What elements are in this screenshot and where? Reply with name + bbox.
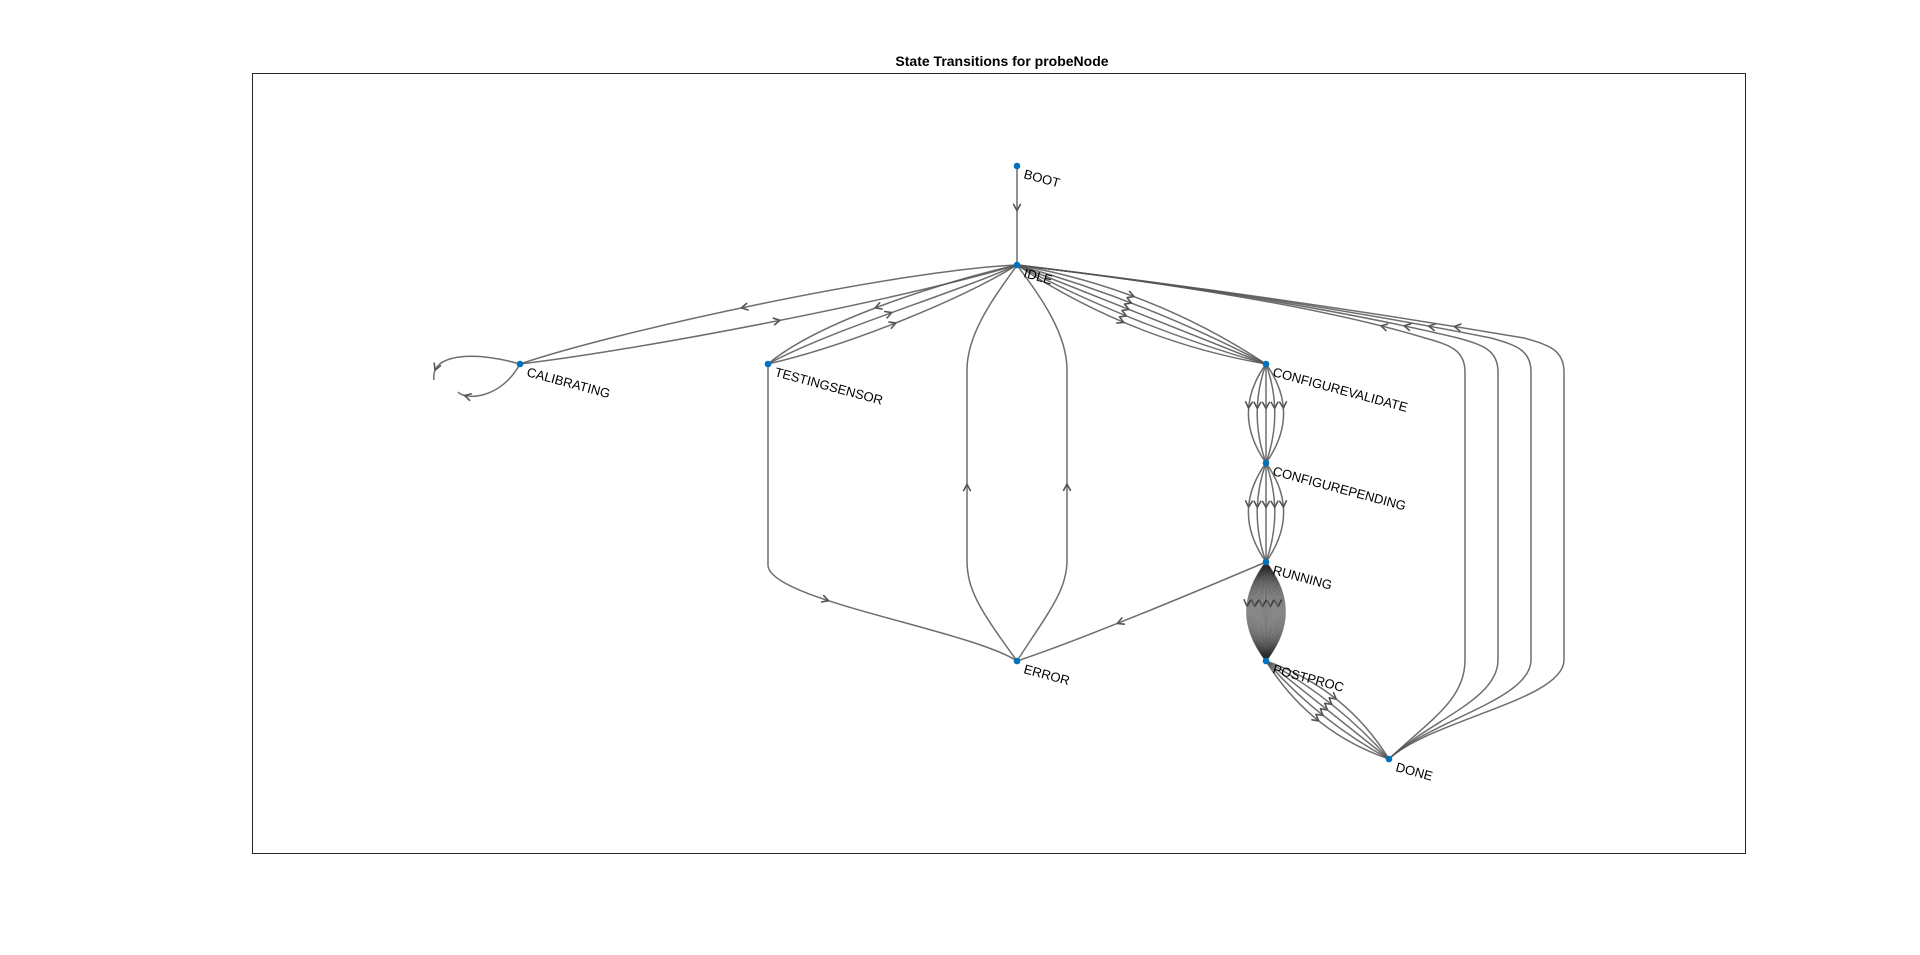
edge-idle-calibrating-arrowhead <box>740 302 749 311</box>
edge-postproc-done-3-arrowhead <box>1319 702 1329 711</box>
edge-configurevalidate-configurepending-5-arrowhead <box>1278 401 1288 409</box>
node-label-boot: BOOT <box>1022 166 1062 190</box>
edge-configurevalidate-configurepending-3-arrowhead <box>1261 401 1271 410</box>
edge-postproc-done-5-arrowhead <box>1311 713 1320 722</box>
edge-idle-configurevalidate-1 <box>1016 264 1267 365</box>
graph-title: State Transitions for probeNode <box>895 53 1108 69</box>
edge-running-postproc-40 <box>1265 561 1286 662</box>
node-postproc <box>1262 657 1270 665</box>
edge-running-error-arrowhead <box>1116 617 1126 625</box>
edge-configurepending-running-5-arrowhead <box>1278 500 1288 508</box>
node-label-postproc: POSTPROC <box>1271 661 1345 694</box>
node-configurepending <box>1262 459 1270 467</box>
edge-configurepending-running-1 <box>1247 462 1267 563</box>
edge-configurevalidate-configurepending-4-arrowhead <box>1270 401 1279 410</box>
edge-testingsensor-idle-1-arrowhead <box>884 310 893 319</box>
edge-calibrating-idle <box>519 264 1018 365</box>
edge-idle-configurevalidate-3 <box>1016 264 1267 365</box>
node-label-configurepending: CONFIGUREPENDING <box>1271 463 1407 513</box>
edge-done-idle-3-arrowhead <box>1428 323 1437 332</box>
edge-configurepending-running-1-arrowhead <box>1244 500 1254 508</box>
node-running <box>1262 558 1270 566</box>
edge-calibrating-self-1 <box>433 355 521 381</box>
node-label-calibrating: CALIBRATING <box>525 364 612 401</box>
node-configurevalidate <box>1262 360 1270 368</box>
edge-configurevalidate-configurepending-1-arrowhead <box>1244 401 1254 409</box>
edge-configurepending-running-2-arrowhead <box>1253 500 1262 509</box>
edge-configurevalidate-configurepending-4 <box>1265 363 1276 464</box>
node-idle <box>1013 261 1021 269</box>
edge-idle-testingsensor-arrowhead <box>874 301 883 310</box>
node-error <box>1013 657 1021 665</box>
edge-calibrating-self-2 <box>457 363 521 398</box>
edge-testingsensor-error <box>767 364 1018 662</box>
edge-configurevalidate-configurepending-5 <box>1265 363 1285 464</box>
edge-configurepending-running-4-arrowhead <box>1270 500 1279 509</box>
edge-configurepending-running-4 <box>1265 462 1276 563</box>
edge-idle-configurevalidate-1-arrowhead <box>1126 290 1135 299</box>
edge-idle-configurevalidate-5-arrowhead <box>1116 316 1125 324</box>
node-boot <box>1013 162 1021 170</box>
node-label-testingsensor: TESTINGSENSOR <box>773 364 884 407</box>
edge-boot-idle-arrowhead <box>1012 203 1022 212</box>
labels-layer: BOOT IDLE CALIBRATING TESTINGSENSOR CONFIGUR… <box>525 166 1434 783</box>
edge-postproc-done-4-arrowhead <box>1315 708 1324 717</box>
edge-postproc-done-2-arrowhead <box>1324 697 1333 706</box>
edge-configurepending-running-3-arrowhead <box>1261 500 1271 509</box>
edge-error-idle-1 <box>966 264 1018 662</box>
edge-done-idle-3 <box>1016 264 1532 760</box>
edge-error-idle-2-arrowhead <box>1062 483 1072 492</box>
edge-calibrating-idle-arrowhead <box>772 317 781 326</box>
edge-testingsensor-idle-2-arrowhead <box>888 321 897 330</box>
node-label-configurevalidate: CONFIGUREVALIDATE <box>1271 364 1409 415</box>
edge-calibrating-self-2-arrowhead <box>463 393 473 402</box>
edge-done-idle-4-arrowhead <box>1453 323 1462 332</box>
edge-error-idle-1-arrowhead <box>962 483 972 492</box>
edge-configurevalidate-configurepending-1 <box>1247 363 1267 464</box>
node-calibrating <box>516 360 524 368</box>
edge-done-idle-4 <box>1016 264 1565 760</box>
node-label-done: DONE <box>1394 759 1434 783</box>
edge-error-idle-2 <box>1016 264 1068 662</box>
edge-done-idle-1 <box>1016 264 1466 760</box>
edge-testingsensor-idle-2 <box>767 264 1018 365</box>
edge-idle-calibrating <box>519 264 1018 365</box>
edge-configurepending-running-2 <box>1256 462 1267 563</box>
nodes-layer <box>516 162 1393 763</box>
edge-configurevalidate-configurepending-2 <box>1256 363 1267 464</box>
edge-calibrating-self-1-arrowhead <box>433 362 442 371</box>
edge-testingsensor-error-arrowhead <box>820 594 830 603</box>
node-label-idle: IDLE <box>1022 265 1054 287</box>
edge-done-idle-1-arrowhead <box>1380 323 1389 332</box>
edge-running-error <box>1016 561 1267 662</box>
edge-idle-configurevalidate-2-arrowhead <box>1123 297 1133 305</box>
edge-idle-testingsensor <box>767 264 1018 365</box>
node-done <box>1385 755 1393 763</box>
edge-idle-configurevalidate-2 <box>1016 264 1267 365</box>
edges-layer <box>433 166 1565 760</box>
edge-idle-configurevalidate-4-arrowhead <box>1118 309 1128 318</box>
axes-box <box>252 73 1746 854</box>
edge-idle-configurevalidate-5 <box>1016 264 1267 365</box>
edge-configurevalidate-configurepending-2-arrowhead <box>1253 401 1262 410</box>
edge-configurepending-running-5 <box>1265 462 1285 563</box>
edge-done-idle-2-arrowhead <box>1403 323 1412 332</box>
edge-postproc-done-1-arrowhead <box>1328 691 1337 700</box>
node-testingsensor <box>764 360 772 368</box>
node-label-error: ERROR <box>1022 661 1071 688</box>
edge-idle-configurevalidate-3-arrowhead <box>1121 303 1130 312</box>
edge-idle-configurevalidate-4 <box>1016 264 1267 365</box>
